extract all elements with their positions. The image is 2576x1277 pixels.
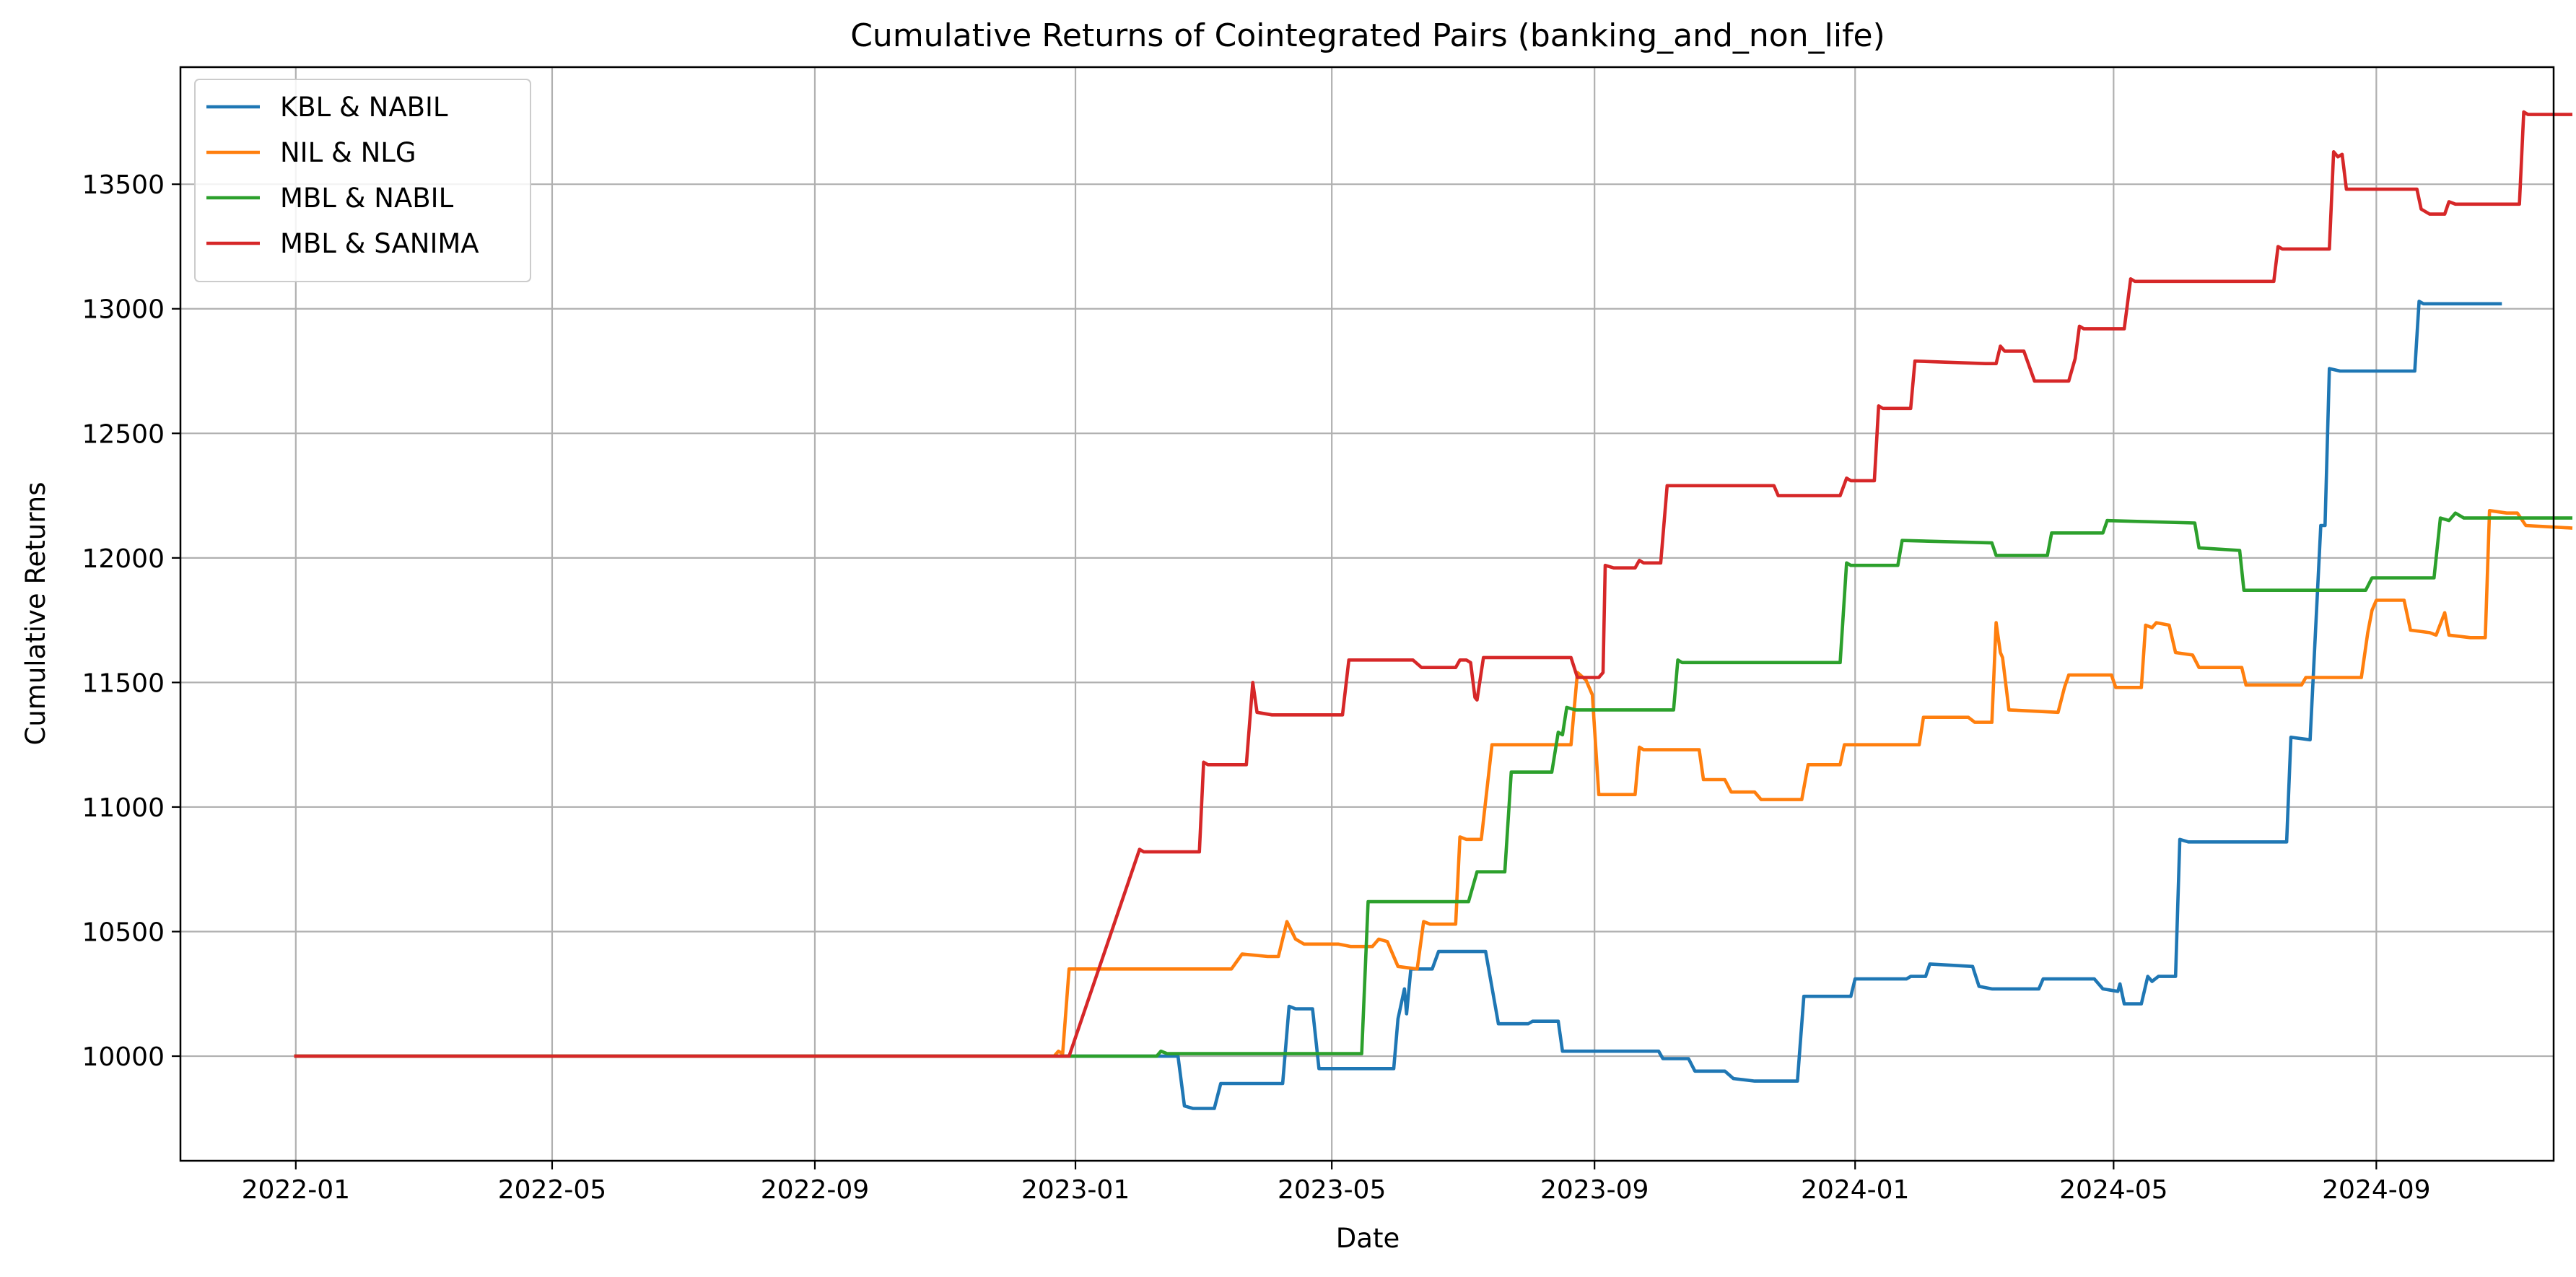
y-tick-label: 12500 — [82, 419, 165, 449]
y-axis: 10000 10500 11000 11500 12000 12500 13000 13500 — [82, 170, 180, 1072]
x-tick-label: 2023-01 — [1021, 1175, 1130, 1205]
x-tick-label: 2023-09 — [1540, 1175, 1649, 1205]
x-axis: 2022-01 2022-05 2022-09 2023-01 2023-05 2023-… — [242, 1161, 2431, 1205]
y-tick-label: 13000 — [82, 295, 165, 325]
series-line-1 — [294, 508, 2573, 1058]
y-axis-label: Cumulative Returns — [20, 482, 51, 746]
chart-title: Cumulative Returns of Cointegrated Pairs… — [850, 17, 1885, 54]
series-line-0 — [294, 300, 2502, 1110]
x-tick-label: 2024-05 — [2059, 1175, 2167, 1205]
y-tick-label: 10500 — [82, 918, 165, 948]
legend-box — [194, 79, 531, 282]
x-tick-label: 2023-05 — [1278, 1175, 1386, 1205]
x-axis-label: Date — [1336, 1223, 1400, 1254]
legend-label-2: MBL & NABIL — [280, 183, 454, 214]
series-line-2 — [294, 511, 2572, 1058]
legend-label-3: MBL & SANIMA — [280, 228, 479, 259]
series-layer — [294, 110, 2573, 1110]
y-tick-label: 11000 — [82, 793, 165, 823]
legend: KBL & NABIL NIL & NLG MBL & NABIL MBL & SAN… — [194, 79, 531, 282]
legend-label-1: NIL & NLG — [280, 137, 416, 168]
y-tick-label: 13500 — [82, 170, 165, 200]
legend-label-0: KBL & NABIL — [280, 92, 448, 123]
x-tick-label: 2022-01 — [242, 1175, 350, 1205]
y-tick-label: 10000 — [82, 1042, 165, 1072]
x-tick-label: 2022-09 — [761, 1175, 869, 1205]
y-tick-label: 11500 — [82, 668, 165, 698]
x-tick-label: 2022-05 — [498, 1175, 606, 1205]
x-tick-label: 2024-09 — [2322, 1175, 2430, 1205]
series-line-3 — [294, 110, 2572, 1058]
plot-frame — [179, 66, 2555, 1162]
y-tick-label: 12000 — [82, 544, 165, 574]
x-tick-label: 2024-01 — [1801, 1175, 1909, 1205]
